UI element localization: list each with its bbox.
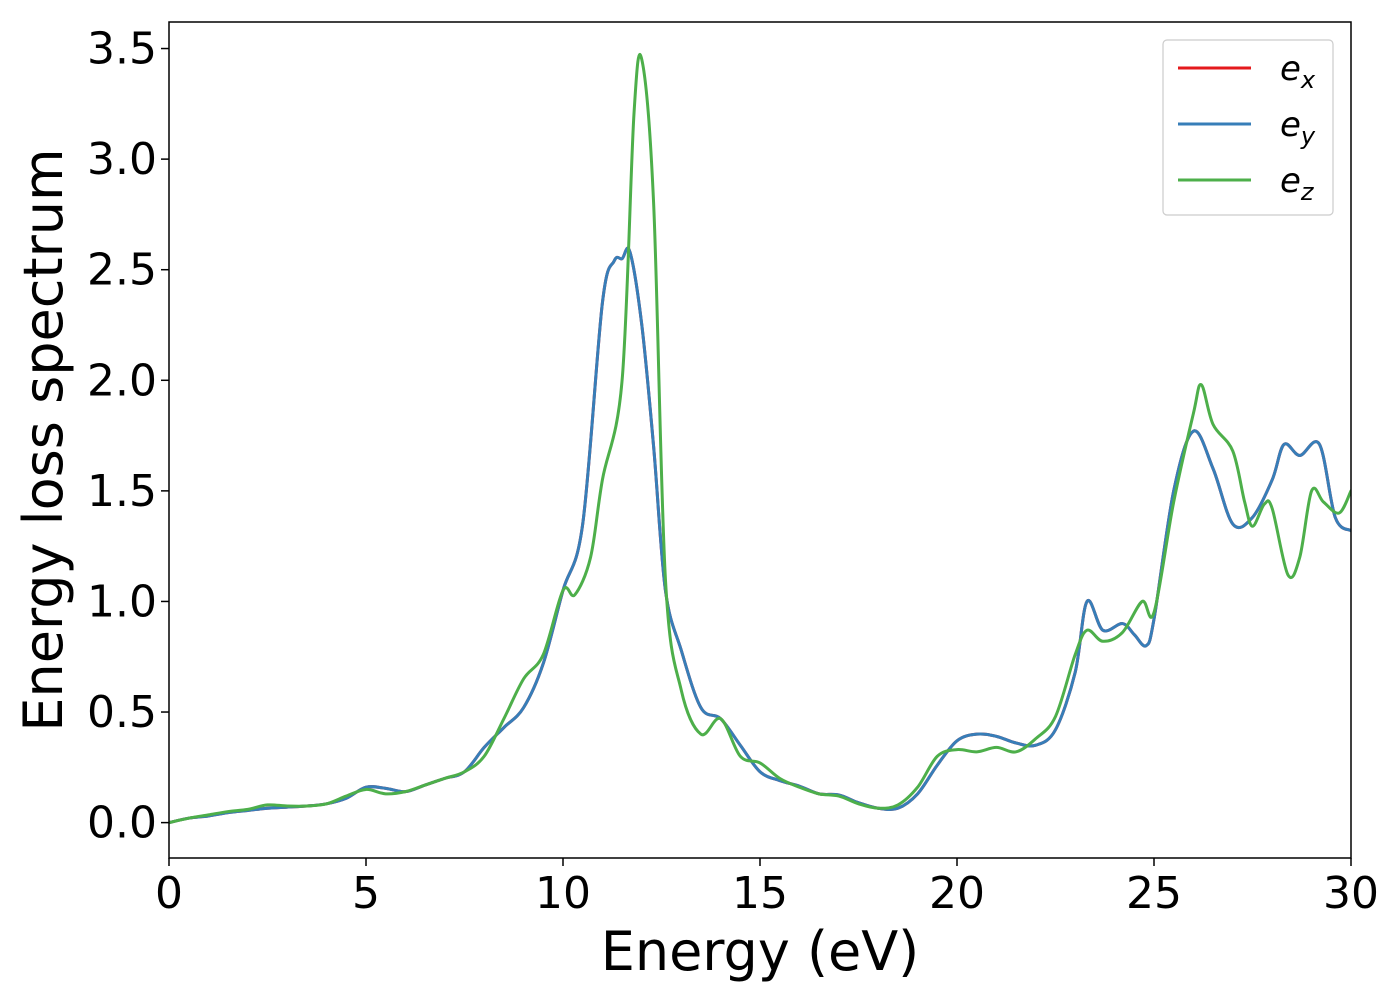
y-tick-label: 2.5 bbox=[87, 245, 157, 296]
legend-label-base: e bbox=[1280, 105, 1301, 145]
legend-label-e-y: ey bbox=[1280, 105, 1316, 150]
series-line-e-z bbox=[169, 53, 1351, 825]
series-lines bbox=[169, 53, 1351, 825]
x-axis-title: Energy (eV) bbox=[601, 920, 920, 983]
x-tick-label: 10 bbox=[535, 868, 591, 919]
legend-label-base: e bbox=[1280, 161, 1301, 201]
y-axis-ticks: 0.0 0.5 1.0 1.5 2.0 2.5 3.0 3.5 bbox=[87, 24, 169, 849]
legend-label-base: e bbox=[1280, 49, 1301, 89]
plot-area bbox=[169, 22, 1351, 858]
x-tick-label: 15 bbox=[732, 868, 788, 919]
legend-label-subscript: z bbox=[1300, 178, 1315, 206]
legend-label-subscript: y bbox=[1300, 122, 1316, 150]
x-tick-label: 5 bbox=[352, 868, 380, 919]
x-tick-label: 0 bbox=[155, 868, 183, 919]
legend-label-e-x: ex bbox=[1280, 49, 1316, 94]
x-tick-label: 25 bbox=[1126, 868, 1182, 919]
y-tick-label: 0.5 bbox=[87, 687, 157, 738]
legend-box bbox=[1162, 39, 1334, 216]
y-tick-label: 0.0 bbox=[87, 798, 157, 849]
x-tick-label: 20 bbox=[929, 868, 985, 919]
y-tick-label: 3.0 bbox=[87, 134, 157, 185]
legend-label-e-z: ez bbox=[1280, 161, 1315, 206]
y-tick-label: 3.5 bbox=[87, 24, 157, 75]
y-tick-label: 1.5 bbox=[87, 466, 157, 517]
y-axis-title: Energy loss spectrum bbox=[12, 148, 75, 731]
x-tick-label: 30 bbox=[1323, 868, 1379, 919]
x-axis-ticks: 0 5 10 15 20 25 30 bbox=[155, 858, 1379, 919]
y-tick-label: 2.0 bbox=[87, 355, 157, 406]
legend-label-subscript: x bbox=[1300, 66, 1316, 94]
y-tick-label: 1.0 bbox=[87, 576, 157, 627]
